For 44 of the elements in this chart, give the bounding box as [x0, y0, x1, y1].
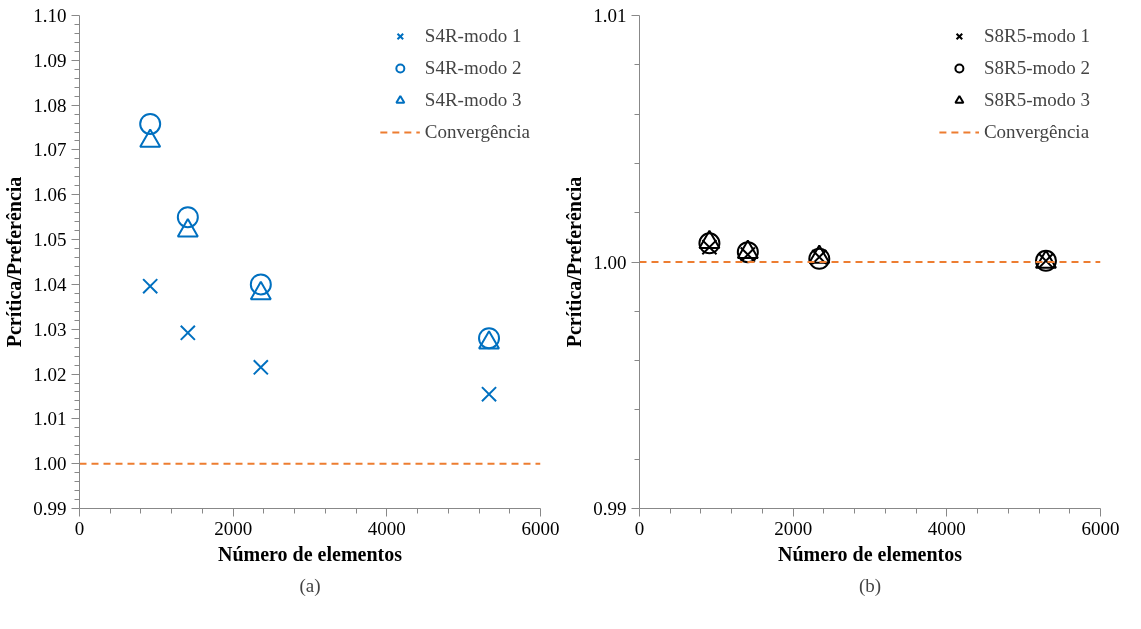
y-tick-label: 1.05: [33, 229, 67, 251]
x-tick-label: 6000: [521, 517, 560, 539]
x-tick-label: 6000: [1081, 517, 1120, 539]
point: [139, 112, 162, 135]
y-axis-title: Pcrítica/Preferência: [3, 176, 26, 348]
y-tick-label: 1.02: [33, 363, 67, 385]
point: [176, 206, 199, 229]
point: [480, 386, 498, 403]
y-tick-label: 1.00: [593, 251, 627, 273]
y-tick-label: 1.09: [33, 49, 67, 71]
y-tick-label: 1.10: [33, 5, 67, 26]
legend-label: Convergência: [424, 121, 530, 143]
point: [249, 273, 272, 296]
legend-label: S4R-modo 1: [424, 25, 522, 47]
y-tick-label: 1.08: [33, 94, 67, 116]
y-tick-label: 0.99: [593, 498, 627, 519]
legend-label: S4R-modo 2: [424, 57, 522, 79]
point: [179, 324, 196, 341]
legend-label: S8R5-modo 1: [983, 25, 1090, 47]
legend-label: S8R5-modo 3: [983, 89, 1090, 111]
y-tick-label: 1.04: [33, 273, 67, 295]
y-tick-label: 1.01: [593, 5, 627, 26]
y-tick-label: 1.00: [33, 453, 67, 475]
x-axis-title: Número de elementos: [777, 542, 963, 565]
x-tick-label: 4000: [367, 517, 406, 539]
y-tick-label: 1.01: [33, 408, 67, 430]
x-axis-title: Número de elementos: [217, 542, 403, 565]
legend-label: S4R-modo 3: [424, 89, 522, 111]
text: (a): [299, 574, 321, 597]
x-tick-label: 0: [74, 517, 85, 539]
x-tick-label: 4000: [927, 517, 966, 539]
legend-label: Convergência: [983, 121, 1090, 143]
text: (b): [858, 574, 882, 597]
y-tick-label: 0.99: [33, 498, 67, 519]
y-tick-label: 1.03: [33, 318, 67, 340]
x-tick-label: 2000: [214, 517, 253, 539]
x-tick-label: 2000: [774, 517, 813, 539]
point: [142, 278, 159, 295]
y-tick-label: 1.07: [33, 139, 67, 161]
legend-label: S8R5-modo 2: [983, 57, 1090, 79]
y-axis-title: Pcrítica/Preferência: [563, 176, 586, 348]
point: [252, 359, 269, 376]
y-tick-label: 1.06: [33, 184, 67, 206]
x-tick-label: 0: [634, 517, 645, 539]
